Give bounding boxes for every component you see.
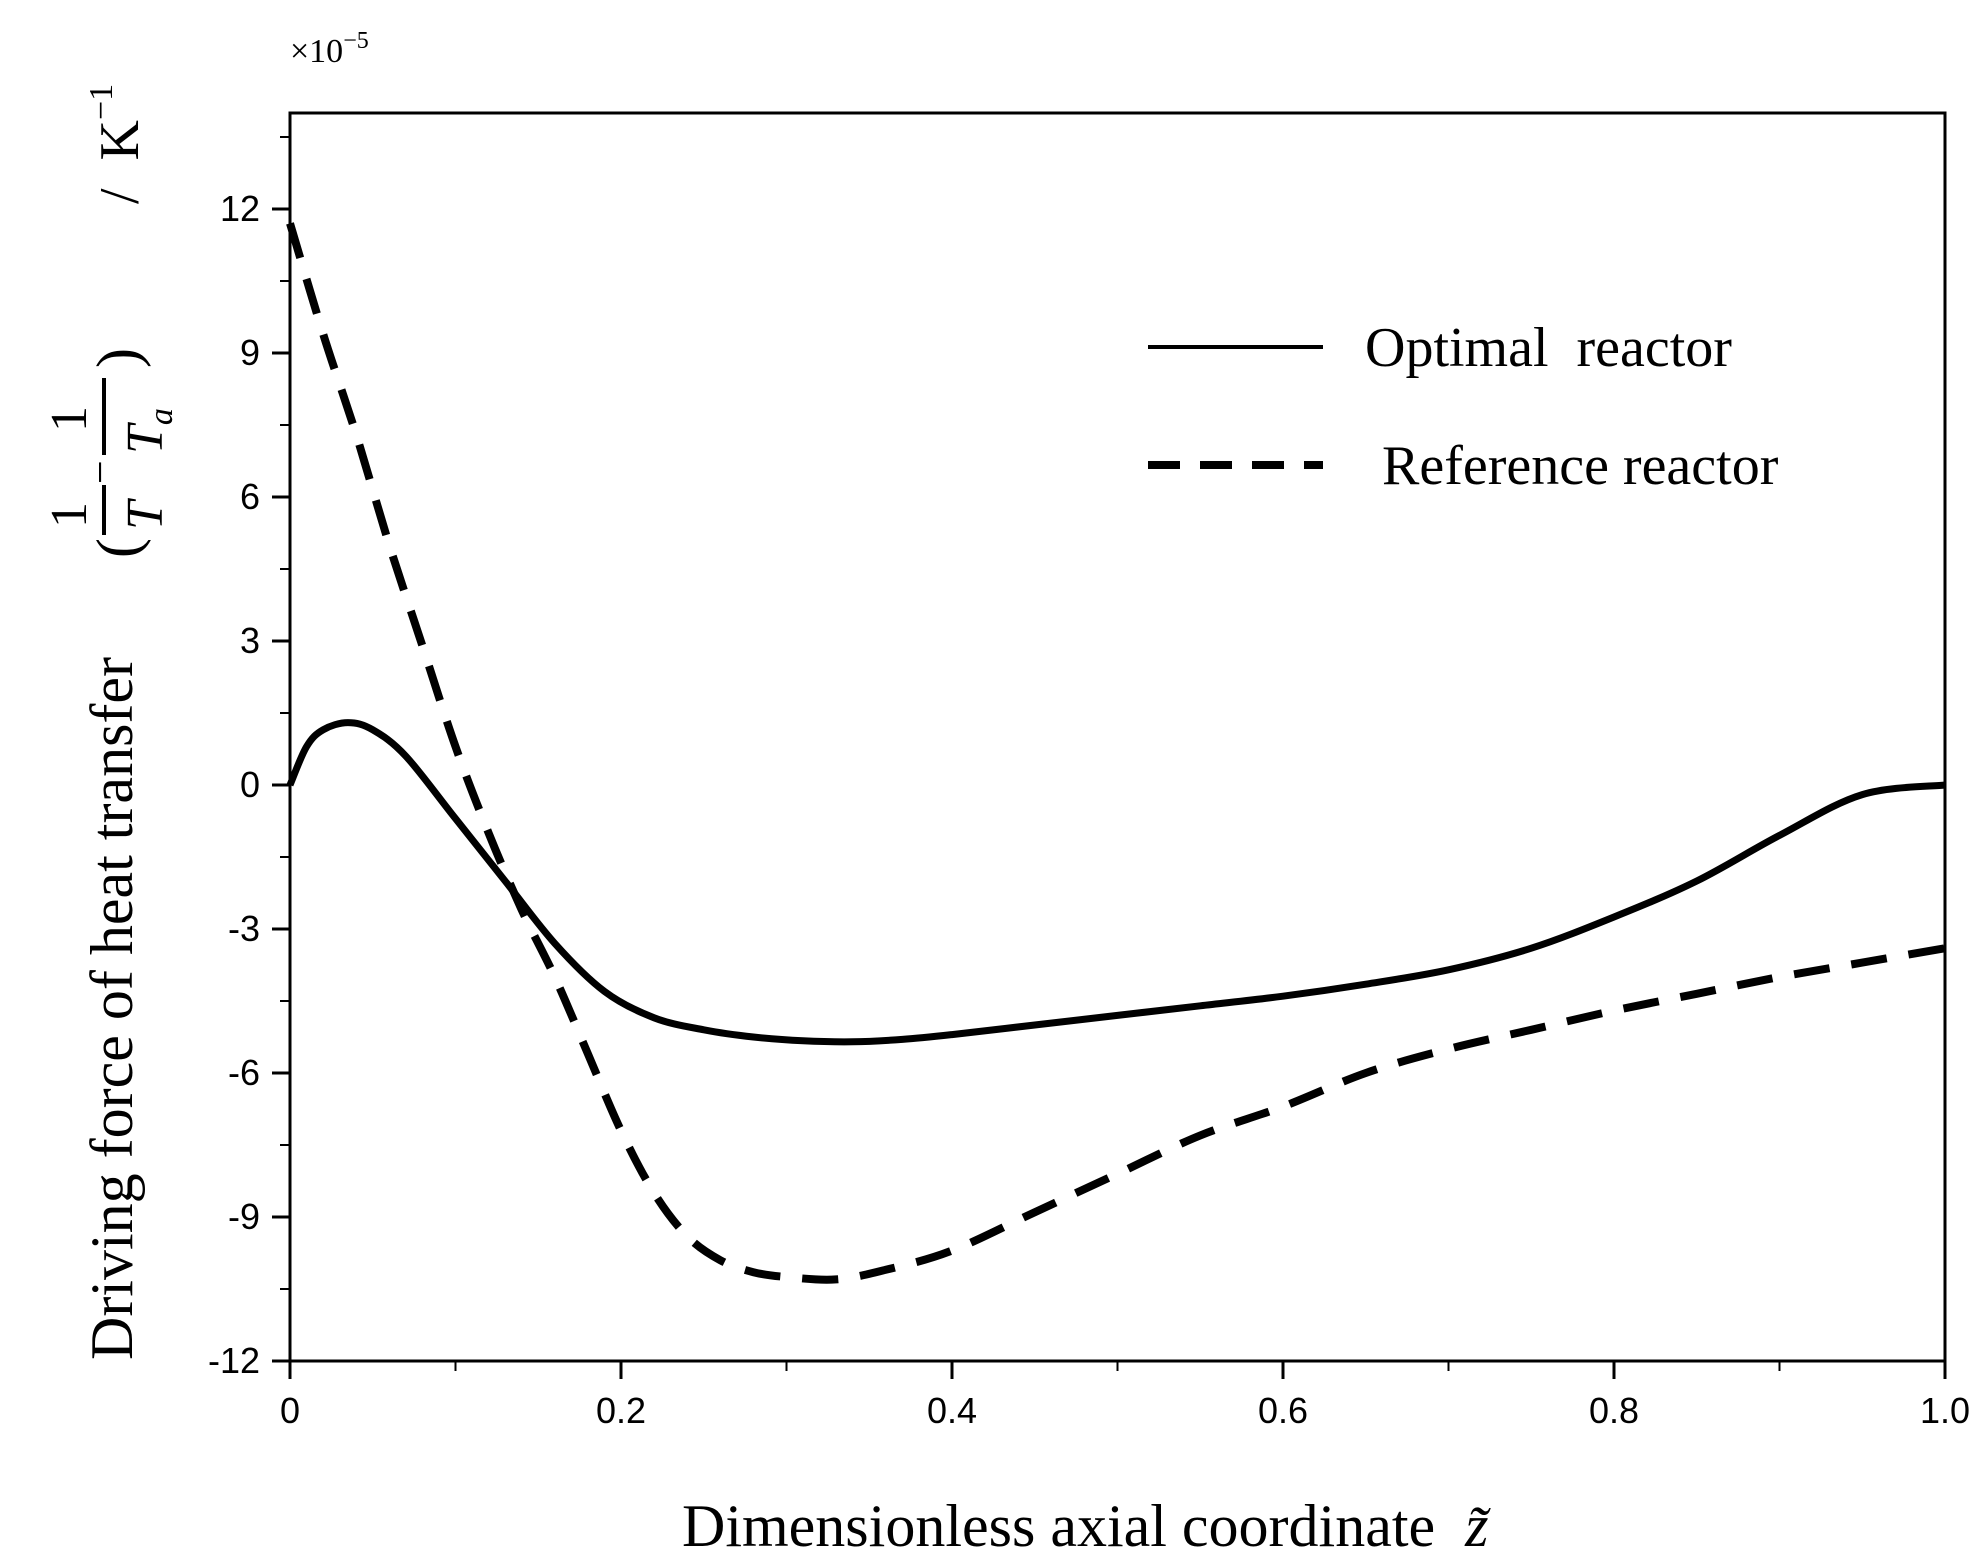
y-multiplier-label: ×10−5 [290, 28, 369, 70]
x-tick-label: 0 [280, 1390, 300, 1431]
y-tick-label: 6 [240, 476, 260, 517]
y-axis-label-frac2-den: Ta [117, 408, 180, 454]
y-axis-ticks: -12 -9 -6 -3 0 3 6 9 12 [208, 136, 290, 1381]
y-axis-label: Driving force of heat transfer ( 1 T − 1… [41, 14, 180, 1360]
y-tick-label: 12 [220, 188, 260, 229]
plot-frame [288, 111, 1947, 1363]
y-tick-label: 9 [240, 332, 260, 373]
y-axis-label-prefix: Driving force of heat transfer [79, 657, 145, 1360]
x-tick-label: 0.2 [596, 1390, 646, 1431]
x-tick-label: 0.4 [927, 1390, 977, 1431]
series-line-optimal [286, 719, 1946, 1046]
y-tick-label: -9 [228, 1196, 260, 1237]
legend-label-optimal: Optimal reactor [1365, 317, 1732, 379]
y-axis-label-frac1-num: 1 [41, 502, 98, 528]
x-tick-label: 0.8 [1589, 1390, 1639, 1431]
y-tick-label: 3 [240, 620, 260, 661]
y-axis-label-paren-close: ) [85, 348, 151, 368]
y-tick-label: -12 [208, 1340, 260, 1381]
y-axis-label-minus: − [78, 460, 124, 484]
x-tick-label: 0.6 [1258, 1390, 1308, 1431]
y-axis-label-unit: / K−1 [63, 14, 151, 302]
x-axis-ticks: 0 0.2 0.4 0.6 0.8 1.0 [280, 1361, 1970, 1431]
legend: Optimal reactor Reference reactor [1148, 317, 1779, 497]
y-tick-label: -3 [228, 908, 260, 949]
y-tick-label: 0 [240, 764, 260, 805]
y-axis-label-frac2-num: 1 [41, 406, 98, 432]
x-axis-label: Dimensionless axial coordinate z̃ [682, 1493, 1491, 1558]
legend-label-reference: Reference reactor [1382, 435, 1779, 497]
y-axis-label-paren-open: ( [85, 538, 151, 558]
x-tick-label: 1.0 [1920, 1390, 1970, 1431]
y-axis-label-frac1-den: T [117, 498, 174, 530]
y-tick-label: -6 [228, 1052, 260, 1093]
series-line-reference [286, 222, 1946, 1284]
series-layer [286, 222, 1946, 1284]
